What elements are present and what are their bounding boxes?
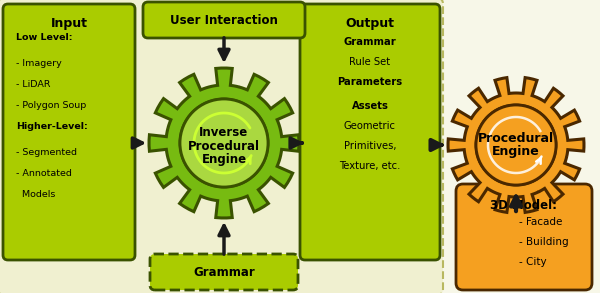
Text: Low Level:: Low Level: [16, 33, 73, 42]
Text: Assets: Assets [352, 101, 388, 111]
Text: Grammar: Grammar [344, 37, 397, 47]
Text: Engine: Engine [202, 152, 247, 166]
Text: - LiDAR: - LiDAR [16, 80, 50, 89]
Text: Procedural: Procedural [478, 132, 554, 144]
Text: Primitives,: Primitives, [344, 141, 396, 151]
Text: User Interaction: User Interaction [170, 13, 278, 26]
Text: Grammar: Grammar [193, 265, 255, 279]
Polygon shape [448, 78, 584, 212]
FancyBboxPatch shape [143, 2, 305, 38]
Circle shape [180, 99, 268, 187]
Text: 3D Model:: 3D Model: [491, 199, 557, 212]
Text: Higher-Level:: Higher-Level: [16, 122, 88, 131]
FancyBboxPatch shape [456, 184, 592, 290]
Text: Inverse: Inverse [199, 127, 248, 139]
Text: Parameters: Parameters [337, 77, 403, 87]
Text: Input: Input [50, 17, 88, 30]
FancyBboxPatch shape [150, 254, 298, 290]
Text: Models: Models [16, 190, 55, 199]
Circle shape [476, 105, 556, 185]
FancyBboxPatch shape [3, 4, 135, 260]
Text: - Facade: - Facade [519, 217, 562, 227]
Text: Texture, etc.: Texture, etc. [340, 161, 401, 171]
Text: - Annotated: - Annotated [16, 169, 72, 178]
Text: - City: - City [519, 257, 547, 267]
FancyBboxPatch shape [300, 4, 440, 260]
Circle shape [476, 105, 556, 185]
Text: Procedural: Procedural [188, 139, 260, 152]
Text: Output: Output [346, 17, 395, 30]
Text: - Building: - Building [519, 237, 569, 247]
Polygon shape [149, 68, 299, 218]
FancyBboxPatch shape [0, 0, 443, 293]
Text: Geometric: Geometric [344, 121, 396, 131]
Text: - Segmented: - Segmented [16, 148, 77, 157]
Text: Engine: Engine [492, 146, 540, 159]
Circle shape [180, 99, 268, 187]
Text: - Imagery: - Imagery [16, 59, 62, 68]
Text: Rule Set: Rule Set [349, 57, 391, 67]
Text: - Polygon Soup: - Polygon Soup [16, 101, 86, 110]
